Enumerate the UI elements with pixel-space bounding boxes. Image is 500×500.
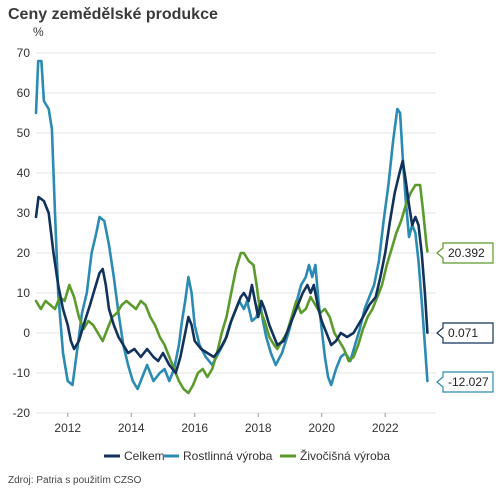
legend-label: Živočišná výroba: [300, 448, 390, 463]
y-tick-label: 40: [17, 166, 31, 180]
legend-label: Rostlinná výroba: [183, 449, 273, 463]
callout-box: [436, 371, 494, 393]
y-tick-label: 0: [23, 326, 30, 340]
x-tick-label: 2012: [54, 421, 81, 435]
series-line-0: [34, 159, 429, 375]
legend-label: Celkem: [124, 449, 165, 463]
callout-1: -12.027: [436, 371, 494, 393]
end-value-callouts: 0.071 -12.027 20.392: [436, 242, 494, 393]
y-tick-label: 20: [17, 246, 31, 260]
legend: Celkem Rostlinná výroba Živočišná výroba: [104, 448, 390, 463]
y-tick-label: 50: [17, 126, 31, 140]
x-tick-label: 2014: [118, 421, 145, 435]
series-line-2: [34, 183, 429, 395]
callout-value: -12.027: [448, 375, 489, 389]
y-tick-label: -10: [13, 366, 31, 380]
callout-value: 20.392: [448, 246, 485, 260]
x-tick-label: 2018: [245, 421, 272, 435]
series-line-1: [34, 59, 429, 391]
y-tick-label: -20: [13, 406, 31, 420]
y-tick-label: 10: [17, 286, 31, 300]
y-tick-label: 60: [17, 86, 31, 100]
series-lines: [34, 59, 429, 395]
grid-lines: [36, 52, 436, 414]
callout-box: [436, 242, 494, 264]
callout-2: 20.392: [436, 242, 494, 264]
source-note: Zdroj: Patria s použitím CZSO: [8, 475, 142, 486]
x-tick-label: 2020: [308, 421, 335, 435]
chart-title: Ceny zemědělské produkce: [8, 6, 218, 23]
y-tick-label: 70: [17, 46, 31, 60]
callout-0: 0.071: [436, 322, 494, 344]
y-axis-unit-label: %: [33, 25, 44, 39]
x-tick-label: 2016: [181, 421, 208, 435]
y-axis-ticks: -20 -10 0 10 20 30 40 50 60 70: [13, 46, 31, 420]
callout-box: [436, 322, 494, 344]
x-tick-label: 2022: [372, 421, 399, 435]
x-axis-ticks: 2012 2014 2016 2018 2020 2022: [54, 413, 399, 435]
callout-value: 0.071: [448, 326, 478, 340]
y-tick-label: 30: [17, 206, 31, 220]
